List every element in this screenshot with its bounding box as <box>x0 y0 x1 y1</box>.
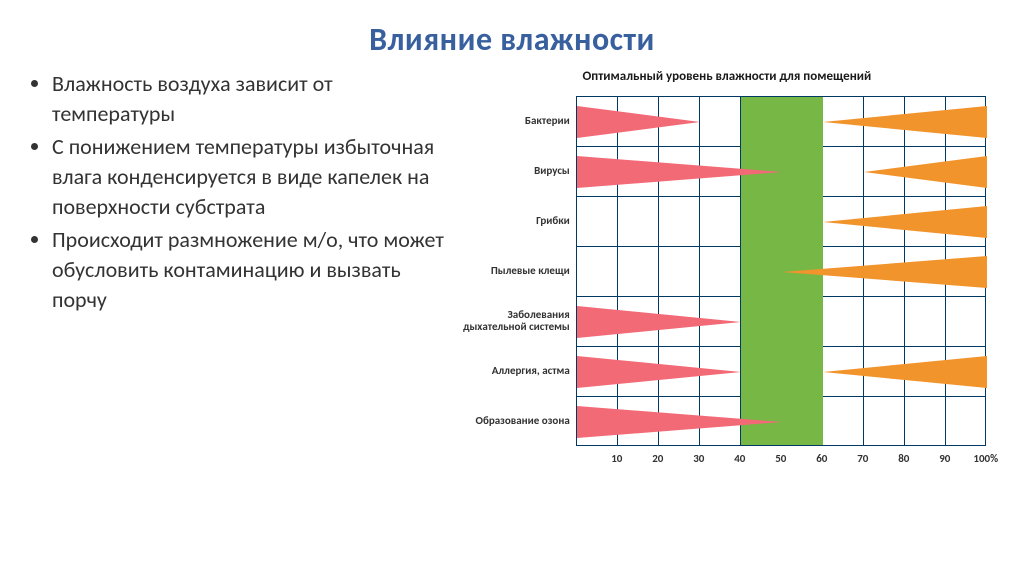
chart-column: Оптимальный уровень влажности для помеще… <box>460 69 994 474</box>
risk-wedge-high <box>782 256 987 288</box>
chart-row-labels: БактерииВирусыГрибкиПылевые клещиЗаболев… <box>460 96 576 474</box>
x-tick-label: 10 <box>611 452 622 465</box>
x-tick-label: 90 <box>939 452 950 465</box>
bullet-item: С понижением температуры избыточная влаг… <box>52 132 450 221</box>
chart-row-label: Бактерии <box>460 96 570 146</box>
slide: Влияние влажности Влажность воздуха зави… <box>0 0 1024 574</box>
grid-line-vertical <box>658 97 659 445</box>
chart-row-label: Аллергия, астма <box>460 346 570 396</box>
page-title: Влияние влажности <box>30 20 994 59</box>
risk-wedge-low <box>577 156 782 188</box>
chart-plot-column: 102030405060708090100% <box>576 96 986 474</box>
risk-wedge-low <box>577 306 741 338</box>
risk-wedge-high <box>823 106 987 138</box>
bullet-item: Влажность воздуха зависит от температуры <box>52 69 450 128</box>
x-tick-label: 20 <box>652 452 663 465</box>
x-tick-label: 70 <box>857 452 868 465</box>
chart-row-label: Образование озона <box>460 396 570 446</box>
chart-x-ticks: 102030405060708090100% <box>576 452 986 474</box>
x-tick-label: 50 <box>775 452 786 465</box>
bullet-column: Влажность воздуха зависит от температуры… <box>30 69 460 474</box>
risk-wedge-high <box>823 206 987 238</box>
risk-wedge-high <box>823 356 987 388</box>
x-tick-label: 100% <box>973 452 998 465</box>
chart-wrap: БактерииВирусыГрибкиПылевые клещиЗаболев… <box>460 96 994 474</box>
risk-wedge-low <box>577 356 741 388</box>
risk-wedge-low <box>577 106 700 138</box>
chart-area <box>576 96 986 446</box>
chart-title: Оптимальный уровень влажности для помеще… <box>460 69 994 84</box>
chart-row-label: Заболевания дыхательной системы <box>460 296 570 346</box>
x-tick-label: 30 <box>693 452 704 465</box>
chart-row-label: Пылевые клещи <box>460 246 570 296</box>
bullet-list: Влажность воздуха зависит от температуры… <box>30 69 450 315</box>
bullet-item: Происходит размножение м/о, что может об… <box>52 225 450 314</box>
grid-line-vertical <box>617 97 618 445</box>
x-tick-label: 60 <box>816 452 827 465</box>
slide-body: Влажность воздуха зависит от температуры… <box>30 69 994 474</box>
chart-row-label: Вирусы <box>460 146 570 196</box>
x-tick-label: 40 <box>734 452 745 465</box>
grid-line-vertical <box>699 97 700 445</box>
chart-row-label: Грибки <box>460 196 570 246</box>
risk-wedge-low <box>577 406 782 438</box>
risk-wedge-high <box>864 156 987 188</box>
x-tick-label: 80 <box>898 452 909 465</box>
